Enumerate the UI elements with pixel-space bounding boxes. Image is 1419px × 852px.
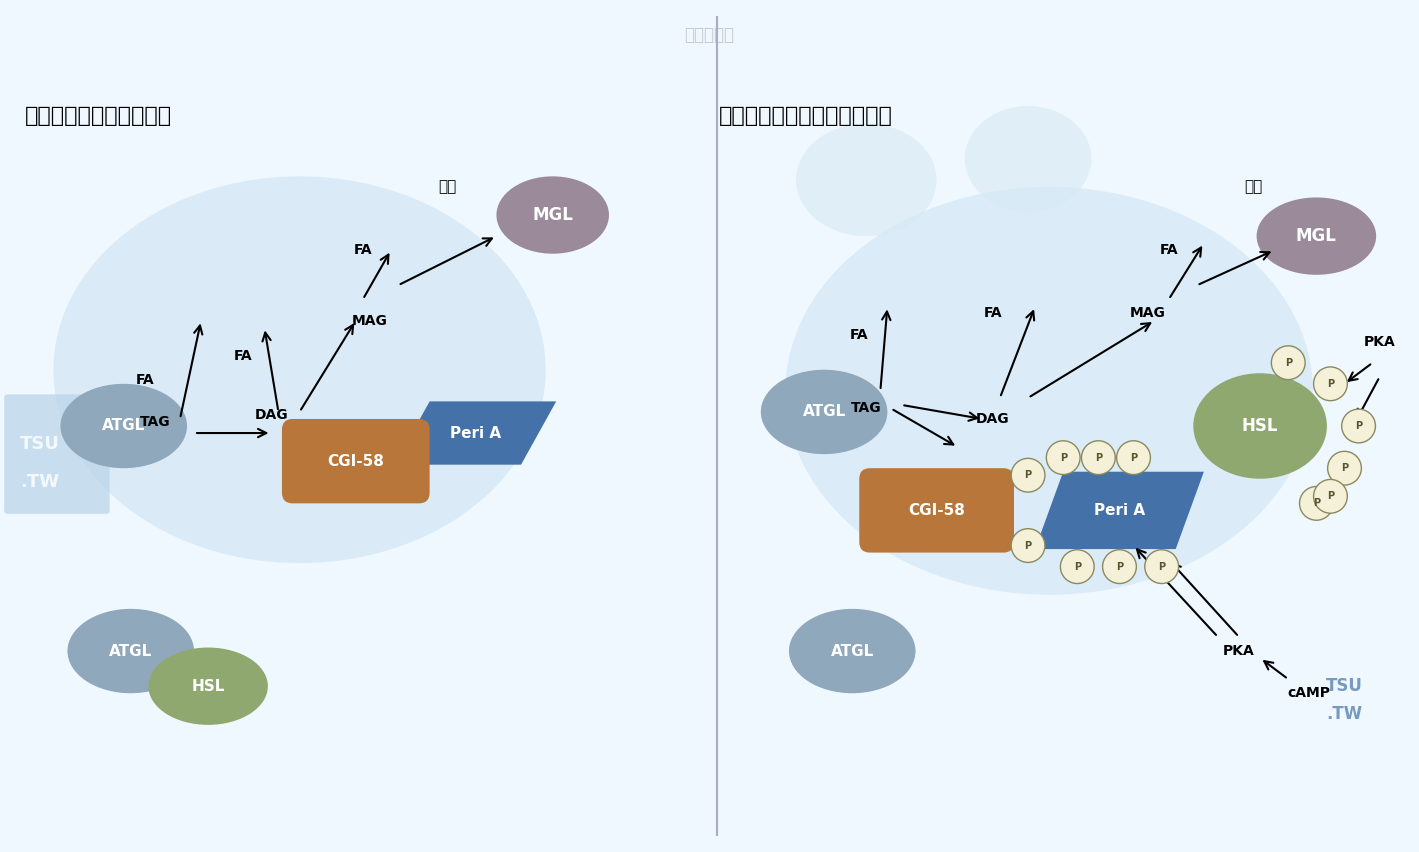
Circle shape — [1342, 409, 1375, 443]
Ellipse shape — [965, 106, 1091, 211]
Text: .TW: .TW — [1327, 705, 1362, 723]
FancyBboxPatch shape — [860, 469, 1015, 553]
Text: TAG: TAG — [851, 401, 881, 416]
Circle shape — [1314, 367, 1347, 400]
Ellipse shape — [497, 176, 609, 254]
Text: FA: FA — [353, 243, 372, 257]
Circle shape — [1145, 550, 1179, 584]
Text: HSL: HSL — [1242, 417, 1279, 435]
Text: MAG: MAG — [352, 314, 387, 327]
Text: FA: FA — [1159, 243, 1178, 257]
Text: 甘油: 甘油 — [1244, 180, 1263, 194]
Ellipse shape — [1257, 198, 1376, 275]
Text: ATGL: ATGL — [830, 643, 874, 659]
Ellipse shape — [54, 176, 546, 563]
Text: 脂肪动员状态下脂肪水解过程: 脂肪动员状态下脂肪水解过程 — [718, 106, 893, 126]
Text: FA: FA — [850, 327, 868, 342]
Circle shape — [1081, 440, 1115, 475]
Circle shape — [1012, 458, 1044, 492]
Text: P: P — [1025, 470, 1032, 481]
Ellipse shape — [796, 124, 937, 236]
Ellipse shape — [61, 383, 187, 469]
Text: HSL: HSL — [192, 679, 224, 694]
Text: 甘油: 甘油 — [438, 180, 457, 194]
Ellipse shape — [149, 648, 268, 725]
Text: .TW: .TW — [20, 473, 60, 492]
Text: CGI-58: CGI-58 — [908, 503, 965, 518]
Text: MAG: MAG — [1130, 307, 1165, 320]
Text: P: P — [1327, 379, 1334, 389]
Circle shape — [1060, 550, 1094, 584]
Text: P: P — [1115, 561, 1122, 572]
Ellipse shape — [786, 187, 1313, 595]
Text: P: P — [1158, 561, 1165, 572]
Text: 天山医学院: 天山医学院 — [684, 26, 735, 43]
Text: P: P — [1095, 452, 1103, 463]
Text: MGL: MGL — [532, 206, 573, 224]
Text: P: P — [1074, 561, 1081, 572]
Text: Peri A: Peri A — [450, 425, 501, 440]
Text: PKA: PKA — [1364, 335, 1395, 348]
Ellipse shape — [789, 609, 915, 694]
Text: PKA: PKA — [1223, 644, 1254, 658]
Text: TSU: TSU — [1327, 677, 1362, 695]
Circle shape — [1046, 440, 1080, 475]
Text: FA: FA — [234, 348, 253, 363]
Text: TSU: TSU — [20, 435, 60, 452]
Text: ATGL: ATGL — [102, 418, 145, 434]
Ellipse shape — [1193, 373, 1327, 479]
Text: P: P — [1130, 452, 1137, 463]
FancyBboxPatch shape — [4, 394, 109, 514]
Text: 基础状态下脂肪水解过程: 基础状态下脂肪水解过程 — [26, 106, 172, 126]
Circle shape — [1314, 480, 1347, 513]
Text: Peri A: Peri A — [1094, 503, 1145, 518]
Text: ATGL: ATGL — [109, 643, 152, 659]
Circle shape — [1012, 529, 1044, 562]
Circle shape — [1103, 550, 1137, 584]
Text: P: P — [1341, 463, 1348, 473]
Ellipse shape — [761, 370, 887, 454]
Text: MGL: MGL — [1296, 227, 1337, 245]
Text: CGI-58: CGI-58 — [328, 453, 385, 469]
Text: P: P — [1327, 492, 1334, 501]
Circle shape — [1271, 346, 1305, 380]
FancyBboxPatch shape — [282, 419, 430, 504]
Circle shape — [1328, 452, 1361, 485]
Text: DAG: DAG — [254, 408, 288, 423]
Circle shape — [1300, 486, 1334, 521]
Polygon shape — [1034, 472, 1203, 549]
Text: P: P — [1060, 452, 1067, 463]
Text: P: P — [1355, 421, 1362, 431]
Text: P: P — [1025, 540, 1032, 550]
Text: P: P — [1313, 498, 1320, 509]
Text: ATGL: ATGL — [803, 405, 846, 419]
Text: FA: FA — [983, 307, 1002, 320]
Ellipse shape — [68, 609, 194, 694]
Text: FA: FA — [135, 373, 155, 388]
Text: cAMP: cAMP — [1288, 686, 1331, 700]
Text: TAG: TAG — [140, 416, 170, 429]
Text: DAG: DAG — [976, 412, 1010, 426]
Circle shape — [1117, 440, 1151, 475]
Polygon shape — [394, 401, 556, 464]
Text: P: P — [1284, 358, 1291, 368]
